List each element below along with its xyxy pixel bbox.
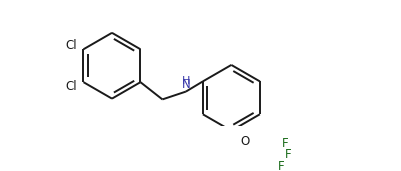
Text: N: N [182, 78, 190, 91]
Text: F: F [282, 137, 288, 150]
Text: H: H [182, 76, 190, 86]
Text: Cl: Cl [65, 39, 77, 52]
Text: Cl: Cl [65, 80, 77, 93]
Text: F: F [278, 160, 285, 171]
Text: F: F [285, 148, 291, 161]
Text: O: O [241, 135, 250, 148]
